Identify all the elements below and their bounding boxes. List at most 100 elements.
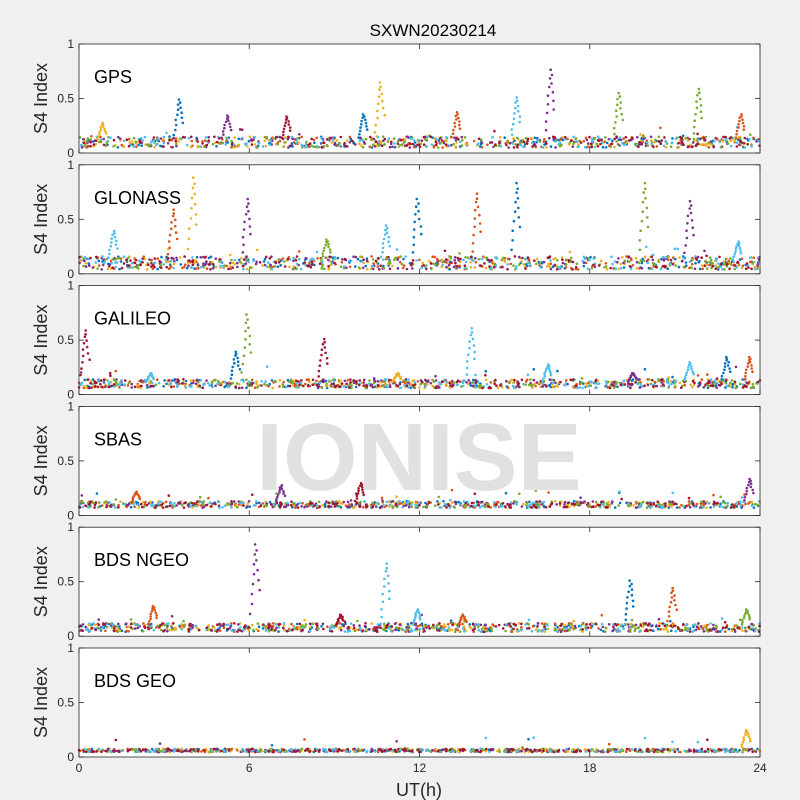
spike-point	[458, 123, 461, 127]
data-point	[217, 260, 221, 263]
data-point	[425, 145, 429, 148]
data-point	[282, 145, 286, 148]
data-point	[332, 382, 336, 386]
data-point	[719, 495, 722, 499]
spike-point	[468, 340, 471, 343]
data-point	[645, 506, 649, 510]
spike-point	[472, 233, 475, 237]
data-point	[132, 145, 136, 148]
data-point	[751, 382, 755, 386]
spike-point	[749, 357, 752, 361]
data-point	[318, 262, 322, 266]
spike-point	[518, 115, 522, 118]
data-point	[78, 255, 81, 259]
data-point	[376, 135, 380, 139]
spike-point	[103, 127, 106, 131]
data-point	[716, 630, 720, 633]
data-point	[86, 137, 89, 140]
data-point	[730, 379, 734, 382]
data-point	[198, 495, 202, 499]
data-point	[604, 262, 608, 265]
data-point	[288, 380, 291, 384]
data-point	[358, 139, 362, 142]
spike-point	[243, 220, 246, 224]
data-point	[488, 267, 492, 270]
data-point	[116, 146, 120, 149]
data-point	[431, 384, 435, 388]
data-point	[283, 260, 286, 263]
data-point	[398, 386, 402, 390]
data-point	[315, 379, 318, 383]
data-point	[344, 144, 348, 148]
data-point	[583, 500, 586, 503]
spike-point	[511, 229, 514, 232]
data-point	[397, 626, 401, 630]
data-point	[421, 261, 425, 265]
data-point	[211, 385, 214, 389]
data-point	[216, 382, 219, 385]
data-point	[268, 382, 272, 386]
data-point	[293, 506, 297, 509]
data-point	[397, 145, 401, 149]
data-point	[385, 504, 388, 508]
data-point	[435, 624, 439, 628]
data-point	[339, 265, 343, 269]
data-point	[282, 505, 286, 509]
data-point	[116, 627, 120, 631]
data-point	[253, 386, 257, 390]
data-point	[749, 386, 753, 390]
data-point	[445, 380, 449, 384]
data-point	[167, 267, 171, 271]
data-point	[419, 382, 422, 386]
spike-point	[470, 331, 474, 334]
data-point	[98, 140, 101, 144]
data-point	[635, 266, 639, 270]
data-point	[215, 144, 218, 148]
data-point	[741, 629, 744, 632]
data-point	[532, 368, 536, 371]
data-point	[250, 384, 254, 388]
data-point	[196, 140, 199, 143]
data-point	[298, 383, 301, 387]
data-point	[598, 505, 602, 509]
data-point	[752, 256, 756, 260]
data-point	[107, 385, 111, 389]
data-point	[436, 500, 439, 503]
spike-point	[743, 499, 746, 502]
data-point	[348, 503, 351, 506]
data-point	[211, 143, 215, 146]
data-point	[200, 500, 203, 504]
data-point	[172, 266, 175, 270]
spike-point	[546, 103, 550, 106]
data-point	[171, 145, 174, 149]
data-point	[84, 261, 88, 265]
data-point	[388, 145, 392, 149]
data-point	[255, 248, 259, 252]
spike-point	[692, 125, 696, 129]
data-point	[159, 500, 163, 504]
spike-point	[115, 239, 118, 243]
data-point	[377, 144, 381, 147]
data-point	[662, 144, 666, 148]
data-point	[356, 619, 359, 623]
data-point	[458, 264, 462, 268]
spike-point	[238, 368, 242, 371]
data-point	[651, 378, 654, 382]
spike-point	[635, 377, 639, 381]
data-point	[677, 145, 681, 149]
spike-point	[728, 370, 732, 374]
data-point	[225, 139, 228, 142]
data-point	[408, 262, 412, 265]
data-point	[511, 384, 515, 388]
data-point	[411, 267, 414, 270]
data-point	[527, 383, 531, 387]
data-point	[522, 145, 525, 149]
data-point	[540, 262, 544, 265]
data-point	[589, 384, 593, 388]
data-point	[282, 622, 286, 625]
data-point	[688, 266, 691, 270]
data-point	[128, 141, 131, 144]
spike-point	[645, 206, 649, 210]
spike-point	[360, 123, 363, 126]
spike-point	[365, 125, 368, 128]
